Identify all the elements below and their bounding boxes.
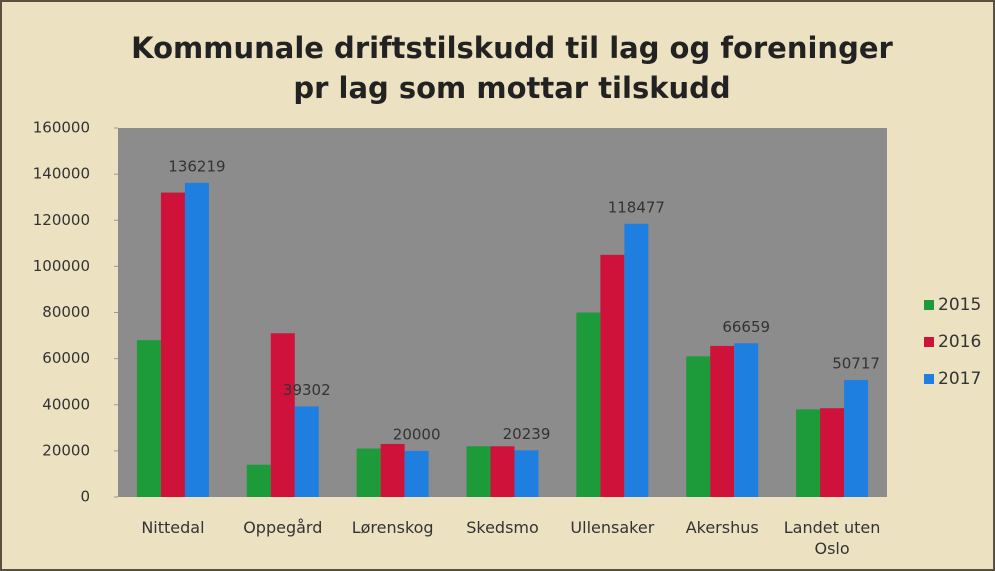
bar [820,408,845,497]
bar [624,223,649,497]
chart-title: Kommunale driftstilskudd til lag og fore… [131,31,893,105]
data-label: 50717 [832,355,880,373]
legend-label: 2016 [938,332,981,352]
bar [160,192,185,497]
bar [576,312,601,497]
bar [844,380,869,497]
x-tick-label: Lørenskog [351,518,434,537]
y-tick-label: 40000 [42,395,90,413]
legend-label: 2015 [938,295,981,315]
x-tick-label: Ullensaker [570,518,655,537]
x-tick-label: Akershus [685,518,759,537]
bar [356,448,381,497]
plot-area [118,128,887,497]
legend-swatch [924,300,934,310]
bar [710,345,735,497]
x-tick-label: Nittedal [141,518,205,537]
legend-swatch [924,374,934,384]
y-tick-label: 0 [80,488,90,506]
legend-label: 2017 [938,369,981,389]
bar [514,450,539,497]
y-tick-label: 60000 [42,349,90,367]
y-tick-label: 140000 [33,165,90,183]
data-label: 20000 [393,425,441,443]
bar [490,446,515,497]
bar [466,446,491,497]
bar [404,450,429,497]
y-tick-label: 100000 [33,257,90,275]
bar [136,340,161,497]
data-label: 136219 [168,157,225,175]
bar [734,343,759,497]
bar [270,333,295,497]
data-label: 20239 [503,425,551,443]
x-tick-label: Landet uten Oslo [783,518,881,558]
y-tick-label: 120000 [33,211,90,229]
data-label: 118477 [608,198,665,216]
bar [686,356,711,497]
bar [380,443,405,497]
legend-swatch [924,337,934,347]
bar [184,182,209,498]
bar [600,254,625,497]
bar [796,409,821,497]
y-tick-label: 20000 [42,441,90,459]
x-tick-label: Skedsmo [466,518,539,537]
y-tick-label: 80000 [42,303,90,321]
data-label: 39302 [283,381,331,399]
bar [246,464,271,497]
bar [294,406,319,497]
x-tick-label: Oppegård [243,518,323,537]
data-label: 66659 [722,318,770,336]
y-tick-label: 160000 [33,119,90,137]
